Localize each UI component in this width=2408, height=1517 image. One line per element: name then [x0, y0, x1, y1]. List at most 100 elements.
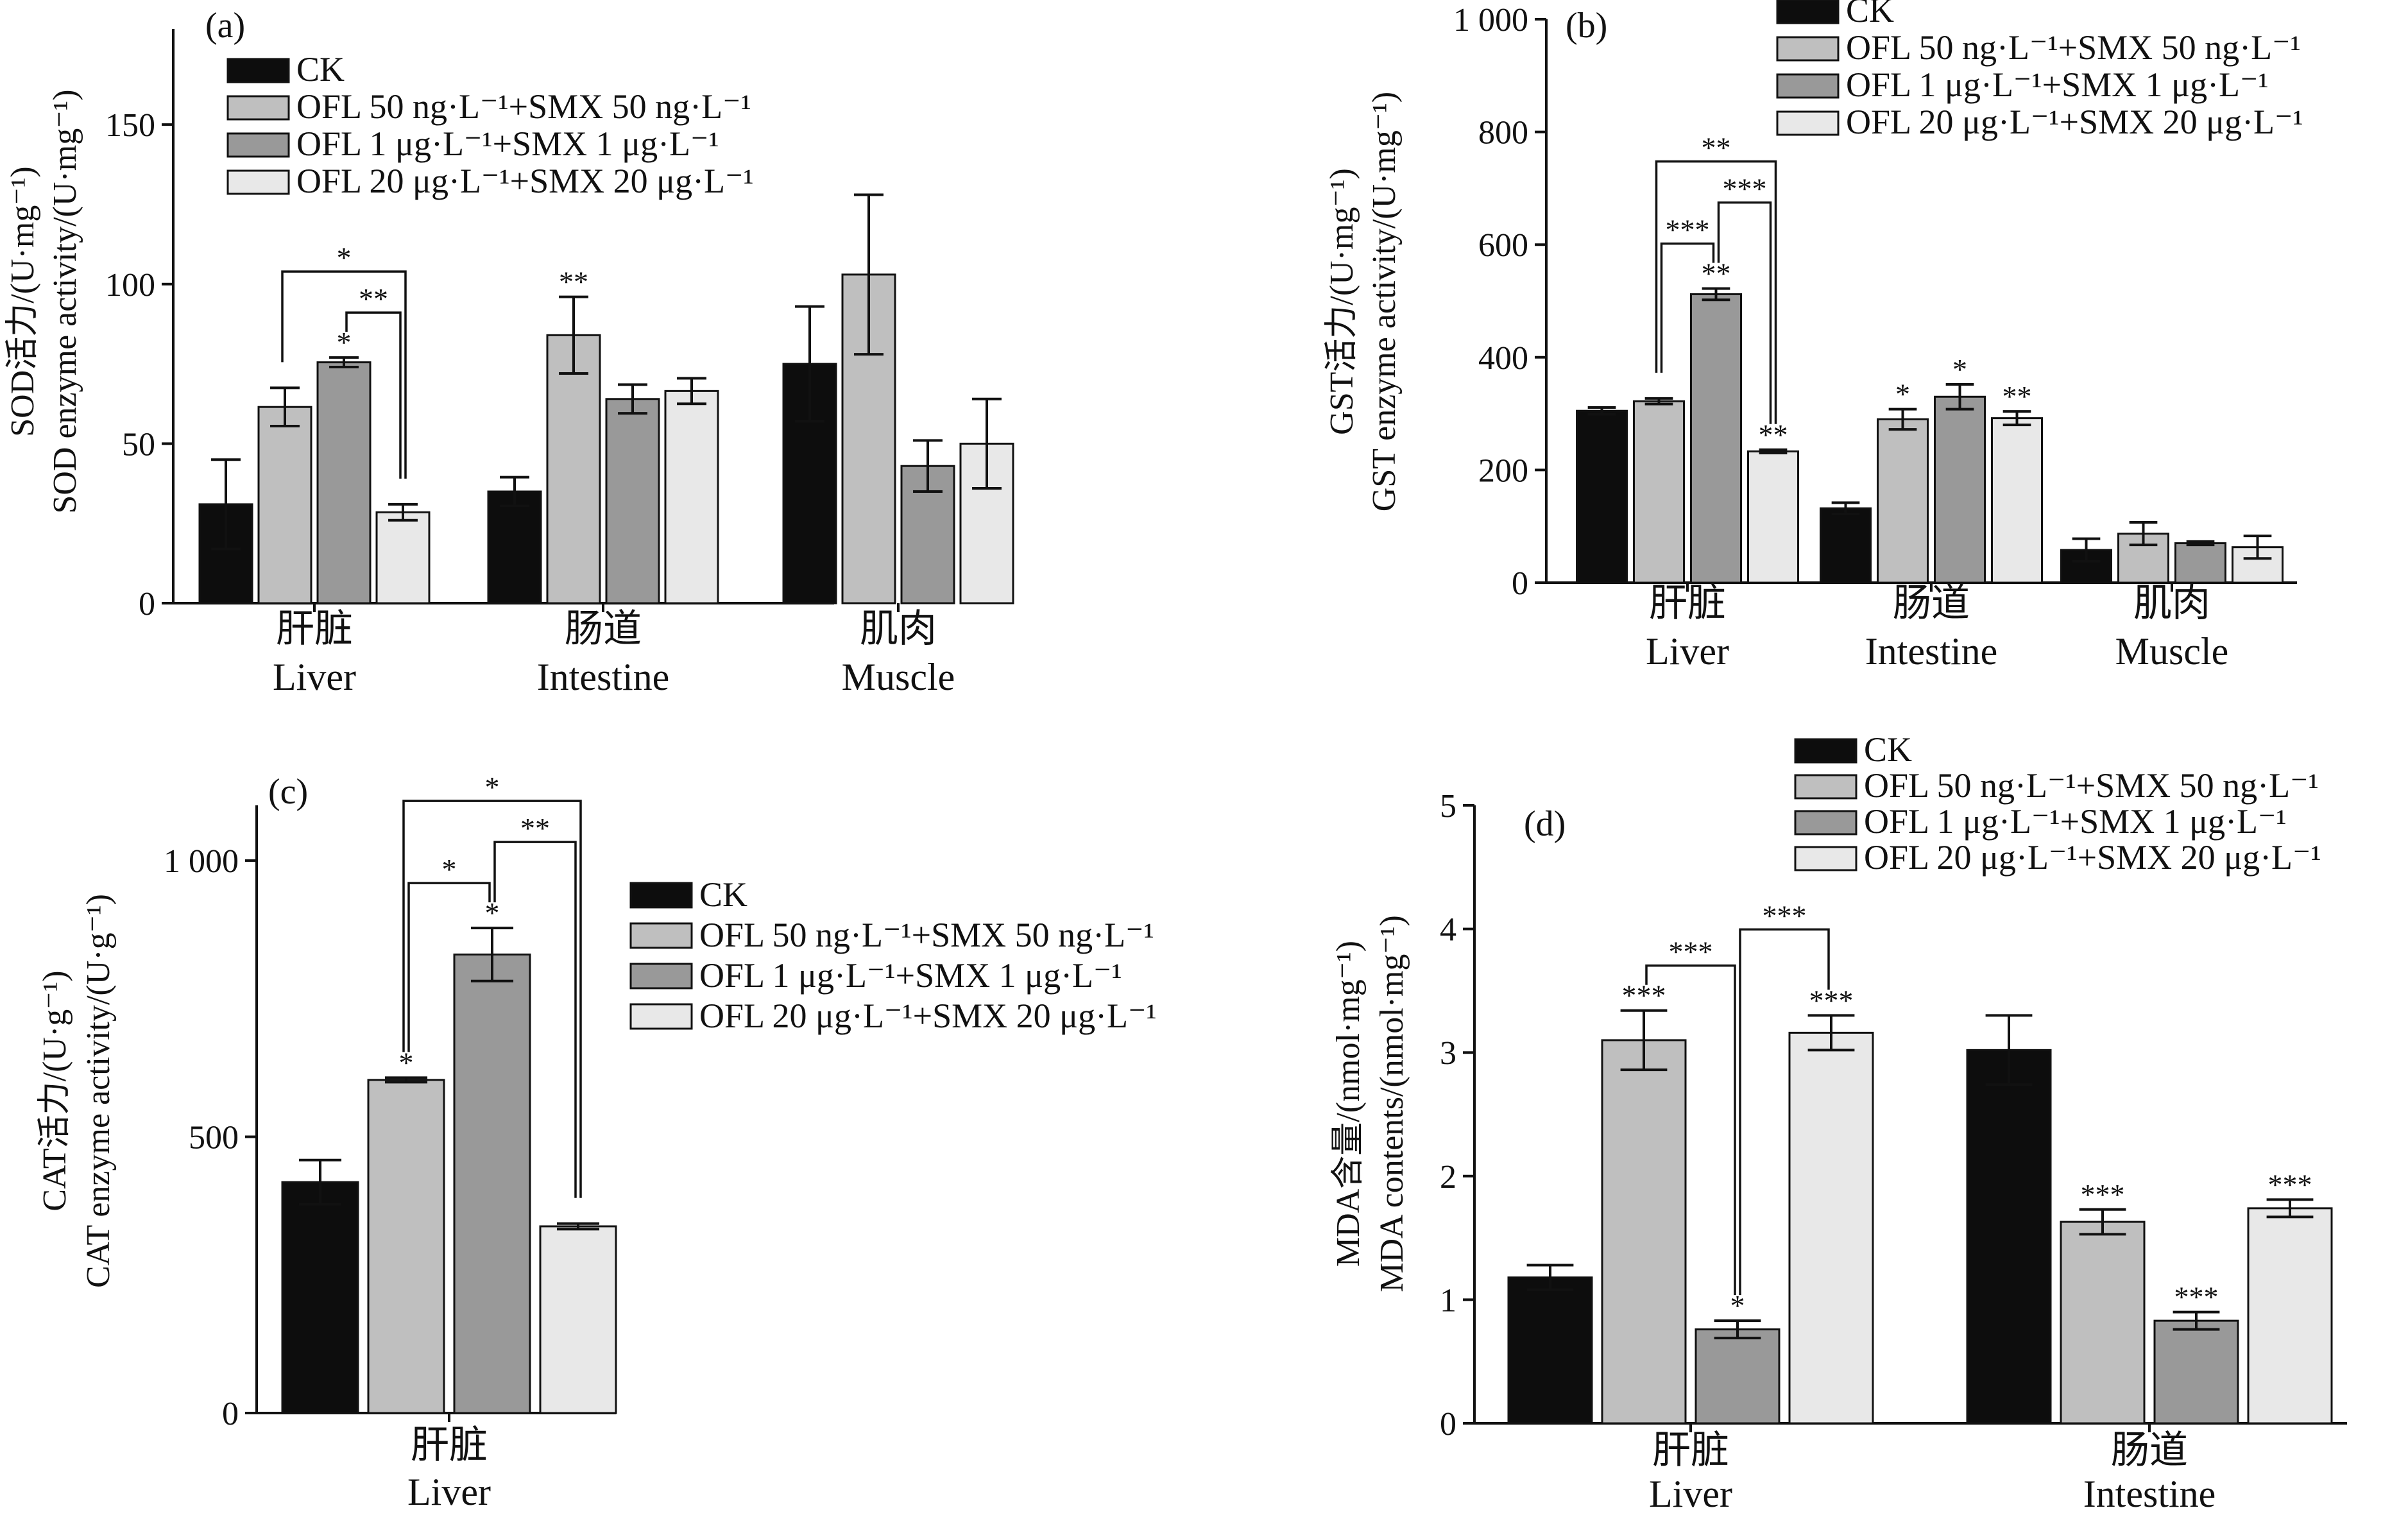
significance-bracket: [493, 841, 577, 1198]
x-tick-label-cn: 肠道: [1893, 582, 1970, 624]
y-tick-label: 0: [222, 1396, 239, 1432]
legend-swatch: [629, 1003, 693, 1030]
y-tick-label: 0: [1440, 1406, 1456, 1443]
bar: [281, 1181, 359, 1414]
bar: [1576, 409, 1628, 584]
y-tick-label: 5: [1440, 788, 1456, 825]
x-tick-label-en: Intestine: [1865, 630, 1998, 673]
x-tick-label-cn: 肝脏: [1652, 1429, 1729, 1471]
significance-label: *: [1952, 353, 1967, 386]
bar: [2247, 1207, 2333, 1425]
significance-bracket: [402, 800, 582, 1198]
y-tick-label: 200: [1478, 452, 1528, 489]
y-tick-label: 0: [1512, 565, 1528, 602]
panel-label: (c): [268, 772, 308, 812]
significance-bracket-label: **: [520, 812, 550, 844]
legend-swatch: [1776, 110, 1840, 136]
legend-swatch: [1794, 810, 1857, 836]
y-axis-label-en: GST enzyme activity/(U·mg⁻¹): [1366, 92, 1403, 511]
x-tick-label-cn: 肝脏: [411, 1424, 488, 1466]
significance-label: ***: [2268, 1168, 2312, 1201]
x-tick-label-cn: 肌肉: [2133, 582, 2210, 624]
significance-label: *: [399, 1046, 414, 1079]
legend-entry: OFL 50 ng·L⁻¹+SMX 50 ng·L⁻¹: [1846, 28, 2301, 67]
legend-swatch: [1776, 36, 1840, 62]
bar: [316, 361, 371, 604]
y-tick-label: 0: [139, 586, 155, 622]
significance-label: ***: [2174, 1281, 2219, 1314]
bar: [2153, 1319, 2239, 1425]
x-tick-label-en: Liver: [1649, 1473, 1732, 1515]
x-tick-label-en: Muscle: [2115, 630, 2229, 673]
significance-bracket: [345, 311, 402, 479]
x-tick-label-en: Intestine: [537, 656, 670, 698]
y-tick-label: 1: [1440, 1282, 1456, 1319]
y-tick-label: 800: [1478, 115, 1528, 151]
legend-entry: CK: [1846, 0, 1894, 30]
bar: [257, 406, 312, 604]
y-tick-label: 500: [189, 1120, 239, 1156]
legend-entry: OFL 1 μg·L⁻¹+SMX 1 μg·L⁻¹: [1864, 802, 2287, 841]
legend-entry: OFL 50 ng·L⁻¹+SMX 50 ng·L⁻¹: [699, 916, 1154, 954]
bar: [487, 490, 542, 604]
bar: [453, 953, 531, 1414]
legend-entry: OFL 1 μg·L⁻¹+SMX 1 μg·L⁻¹: [1846, 65, 2269, 104]
y-axis-label-en: SOD enzyme activity/(U·mg⁻¹): [47, 89, 83, 513]
significance-bracket: [1717, 201, 1772, 424]
significance-bracket-label: ***: [1669, 936, 1713, 968]
significance-bracket-label: **: [1702, 132, 1731, 164]
x-tick-label-en: Liver: [407, 1471, 491, 1513]
legend-swatch: [1794, 774, 1857, 800]
significance-label: ***: [1622, 979, 1666, 1012]
y-tick-label: 50: [122, 426, 155, 463]
significance-bracket-label: **: [359, 282, 388, 315]
panel-label: (b): [1566, 6, 1607, 46]
y-tick-label: 400: [1478, 340, 1528, 377]
legend-swatch: [1794, 738, 1857, 764]
significance-bracket-label: *: [337, 241, 352, 274]
bar: [1747, 450, 1799, 584]
significance-bracket: [1660, 242, 1715, 373]
x-tick-label-cn: 肠道: [2111, 1429, 2188, 1471]
significance-label: **: [1759, 418, 1788, 451]
x-tick-label-cn: 肠道: [565, 608, 642, 650]
significance-label: **: [559, 266, 588, 298]
bar: [1934, 395, 1986, 584]
legend-entry: OFL 1 μg·L⁻¹+SMX 1 μg·L⁻¹: [296, 124, 719, 163]
significance-bracket: [281, 270, 407, 479]
x-tick-label-en: Intestine: [2083, 1473, 2216, 1515]
legend-swatch: [226, 58, 290, 83]
x-tick-label-cn: 肌肉: [860, 608, 937, 650]
chart-panel-b: 0 200 400 600 800 1 000 肝脏 Liver 肠道 Intestine 肌肉 Mu…: [1324, 0, 2303, 673]
significance-label: **: [1702, 257, 1731, 290]
y-tick-label: 600: [1478, 227, 1528, 264]
significance-bracket-label: *: [442, 853, 457, 886]
significance-label: **: [2002, 380, 2032, 413]
y-tick-label: 4: [1440, 912, 1456, 948]
y-axis-label-en: MDA contents/(nmol·mg⁻¹): [1374, 915, 1410, 1292]
y-axis-label-cn: MDA含量/(nmol·mg⁻¹): [1330, 941, 1367, 1267]
legend-entry: OFL 20 μg·L⁻¹+SMX 20 μg·L⁻¹: [1864, 838, 2321, 877]
legend-swatch: [226, 132, 290, 158]
y-axis-label-cn: CAT活力/(U·g⁻¹): [37, 970, 73, 1211]
panel-label: (d): [1524, 804, 1566, 844]
legend-entry: CK: [1864, 730, 1912, 769]
y-axis-label-en: CAT enzyme activity/(U·g⁻¹): [80, 894, 117, 1288]
legend-entry: OFL 50 ng·L⁻¹+SMX 50 ng·L⁻¹: [1864, 766, 2319, 805]
x-tick-label-cn: 肝脏: [1649, 582, 1726, 624]
x-tick-label-en: Liver: [1646, 630, 1729, 673]
legend-entry: OFL 20 μg·L⁻¹+SMX 20 μg·L⁻¹: [699, 997, 1157, 1035]
legend-swatch: [1794, 846, 1857, 871]
legend-swatch: [1776, 0, 1840, 24]
legend-swatch: [629, 922, 693, 949]
significance-bracket: [407, 882, 491, 1052]
legend-entry: OFL 20 μg·L⁻¹+SMX 20 μg·L⁻¹: [1846, 103, 2303, 141]
x-tick-label-en: Muscle: [842, 656, 955, 698]
y-tick-label: 1 000: [1453, 2, 1528, 39]
legend-swatch: [629, 963, 693, 990]
